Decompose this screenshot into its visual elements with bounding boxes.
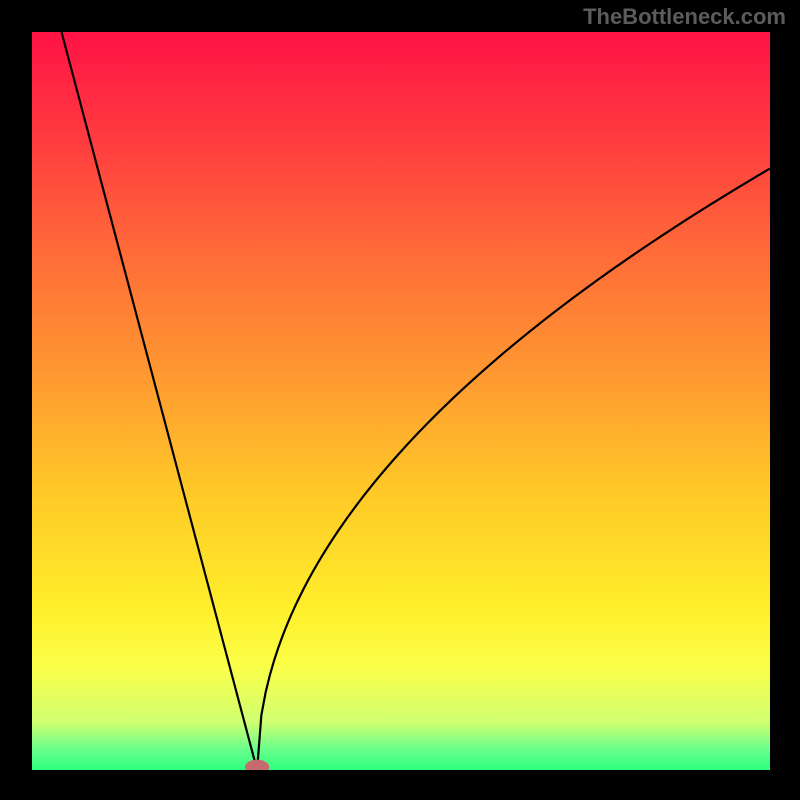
chart-svg <box>32 32 770 770</box>
plot-area <box>32 32 770 770</box>
chart-frame: TheBottleneck.com <box>0 0 800 800</box>
gradient-rect <box>32 32 770 770</box>
watermark-text: TheBottleneck.com <box>583 4 786 30</box>
